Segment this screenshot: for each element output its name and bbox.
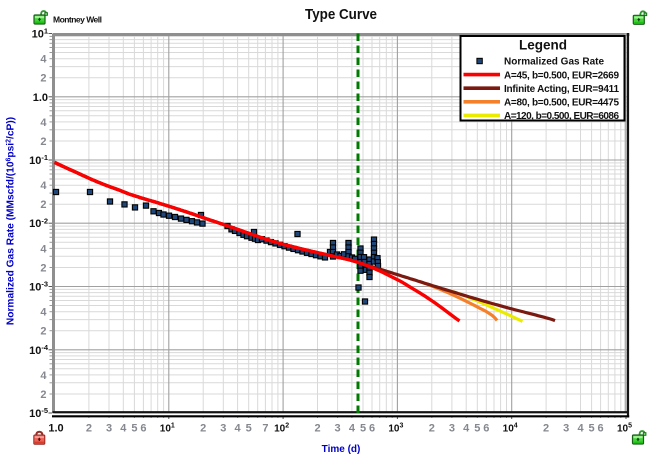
svg-text:6: 6 xyxy=(483,423,489,435)
svg-text:3: 3 xyxy=(106,423,112,435)
svg-text:Normalized Gas Rate (MMscfd/(1: Normalized Gas Rate (MMscfd/(106psi2/cP)… xyxy=(5,117,16,325)
svg-text:Normalized Gas Rate: Normalized Gas Rate xyxy=(504,57,604,68)
svg-text:5: 5 xyxy=(474,423,480,435)
svg-text:6: 6 xyxy=(140,423,146,435)
svg-text:5: 5 xyxy=(131,423,137,435)
svg-text:3: 3 xyxy=(335,423,341,435)
svg-text:7: 7 xyxy=(262,423,268,435)
svg-text:5: 5 xyxy=(589,423,595,435)
svg-text:104: 104 xyxy=(503,423,518,435)
svg-text:4: 4 xyxy=(40,243,47,255)
svg-text:2: 2 xyxy=(543,423,549,435)
svg-text:5: 5 xyxy=(360,423,366,435)
svg-text:5: 5 xyxy=(246,423,252,435)
svg-text:2: 2 xyxy=(200,423,206,435)
svg-text:4: 4 xyxy=(120,423,127,435)
svg-text:A=45, b=0.500, EUR=2669: A=45, b=0.500, EUR=2669 xyxy=(504,70,619,81)
svg-text:1.0: 1.0 xyxy=(48,423,63,435)
svg-text:6: 6 xyxy=(369,423,375,435)
svg-text:A=120, b=0.500, EUR=6086: A=120, b=0.500, EUR=6086 xyxy=(504,111,619,122)
svg-text:Montney Well: Montney Well xyxy=(53,15,102,25)
svg-text:A=80, b=0.500, EUR=4475: A=80, b=0.500, EUR=4475 xyxy=(504,98,619,109)
svg-text:3: 3 xyxy=(220,423,226,435)
svg-text:4: 4 xyxy=(40,180,47,192)
svg-text:3: 3 xyxy=(563,423,569,435)
svg-text:4: 4 xyxy=(349,423,356,435)
svg-text:6: 6 xyxy=(598,423,604,435)
svg-text:4: 4 xyxy=(40,370,47,382)
svg-text:105: 105 xyxy=(617,423,632,435)
svg-text:4: 4 xyxy=(235,423,242,435)
svg-text:4: 4 xyxy=(463,423,470,435)
svg-text:103: 103 xyxy=(388,423,403,435)
svg-text:Type Curve: Type Curve xyxy=(305,7,377,23)
svg-text:Time (d): Time (d) xyxy=(322,444,361,455)
svg-text:4: 4 xyxy=(40,54,47,66)
svg-text:4: 4 xyxy=(577,423,584,435)
svg-text:Infinite Acting, EUR=9411: Infinite Acting, EUR=9411 xyxy=(504,84,619,95)
svg-text:4: 4 xyxy=(40,117,47,129)
svg-text:2: 2 xyxy=(40,263,46,275)
svg-text:3: 3 xyxy=(449,423,455,435)
svg-text:2: 2 xyxy=(40,73,46,85)
svg-text:1.0: 1.0 xyxy=(33,92,48,104)
svg-text:2: 2 xyxy=(40,326,46,338)
svg-text:2: 2 xyxy=(40,136,46,148)
svg-text:101: 101 xyxy=(160,423,175,435)
svg-text:4: 4 xyxy=(40,307,47,319)
svg-text:2: 2 xyxy=(40,199,46,211)
svg-text:2: 2 xyxy=(86,423,92,435)
svg-text:2: 2 xyxy=(429,423,435,435)
svg-text:Legend: Legend xyxy=(519,38,567,53)
svg-text:2: 2 xyxy=(40,389,46,401)
svg-text:2: 2 xyxy=(314,423,320,435)
svg-text:102: 102 xyxy=(274,423,289,435)
